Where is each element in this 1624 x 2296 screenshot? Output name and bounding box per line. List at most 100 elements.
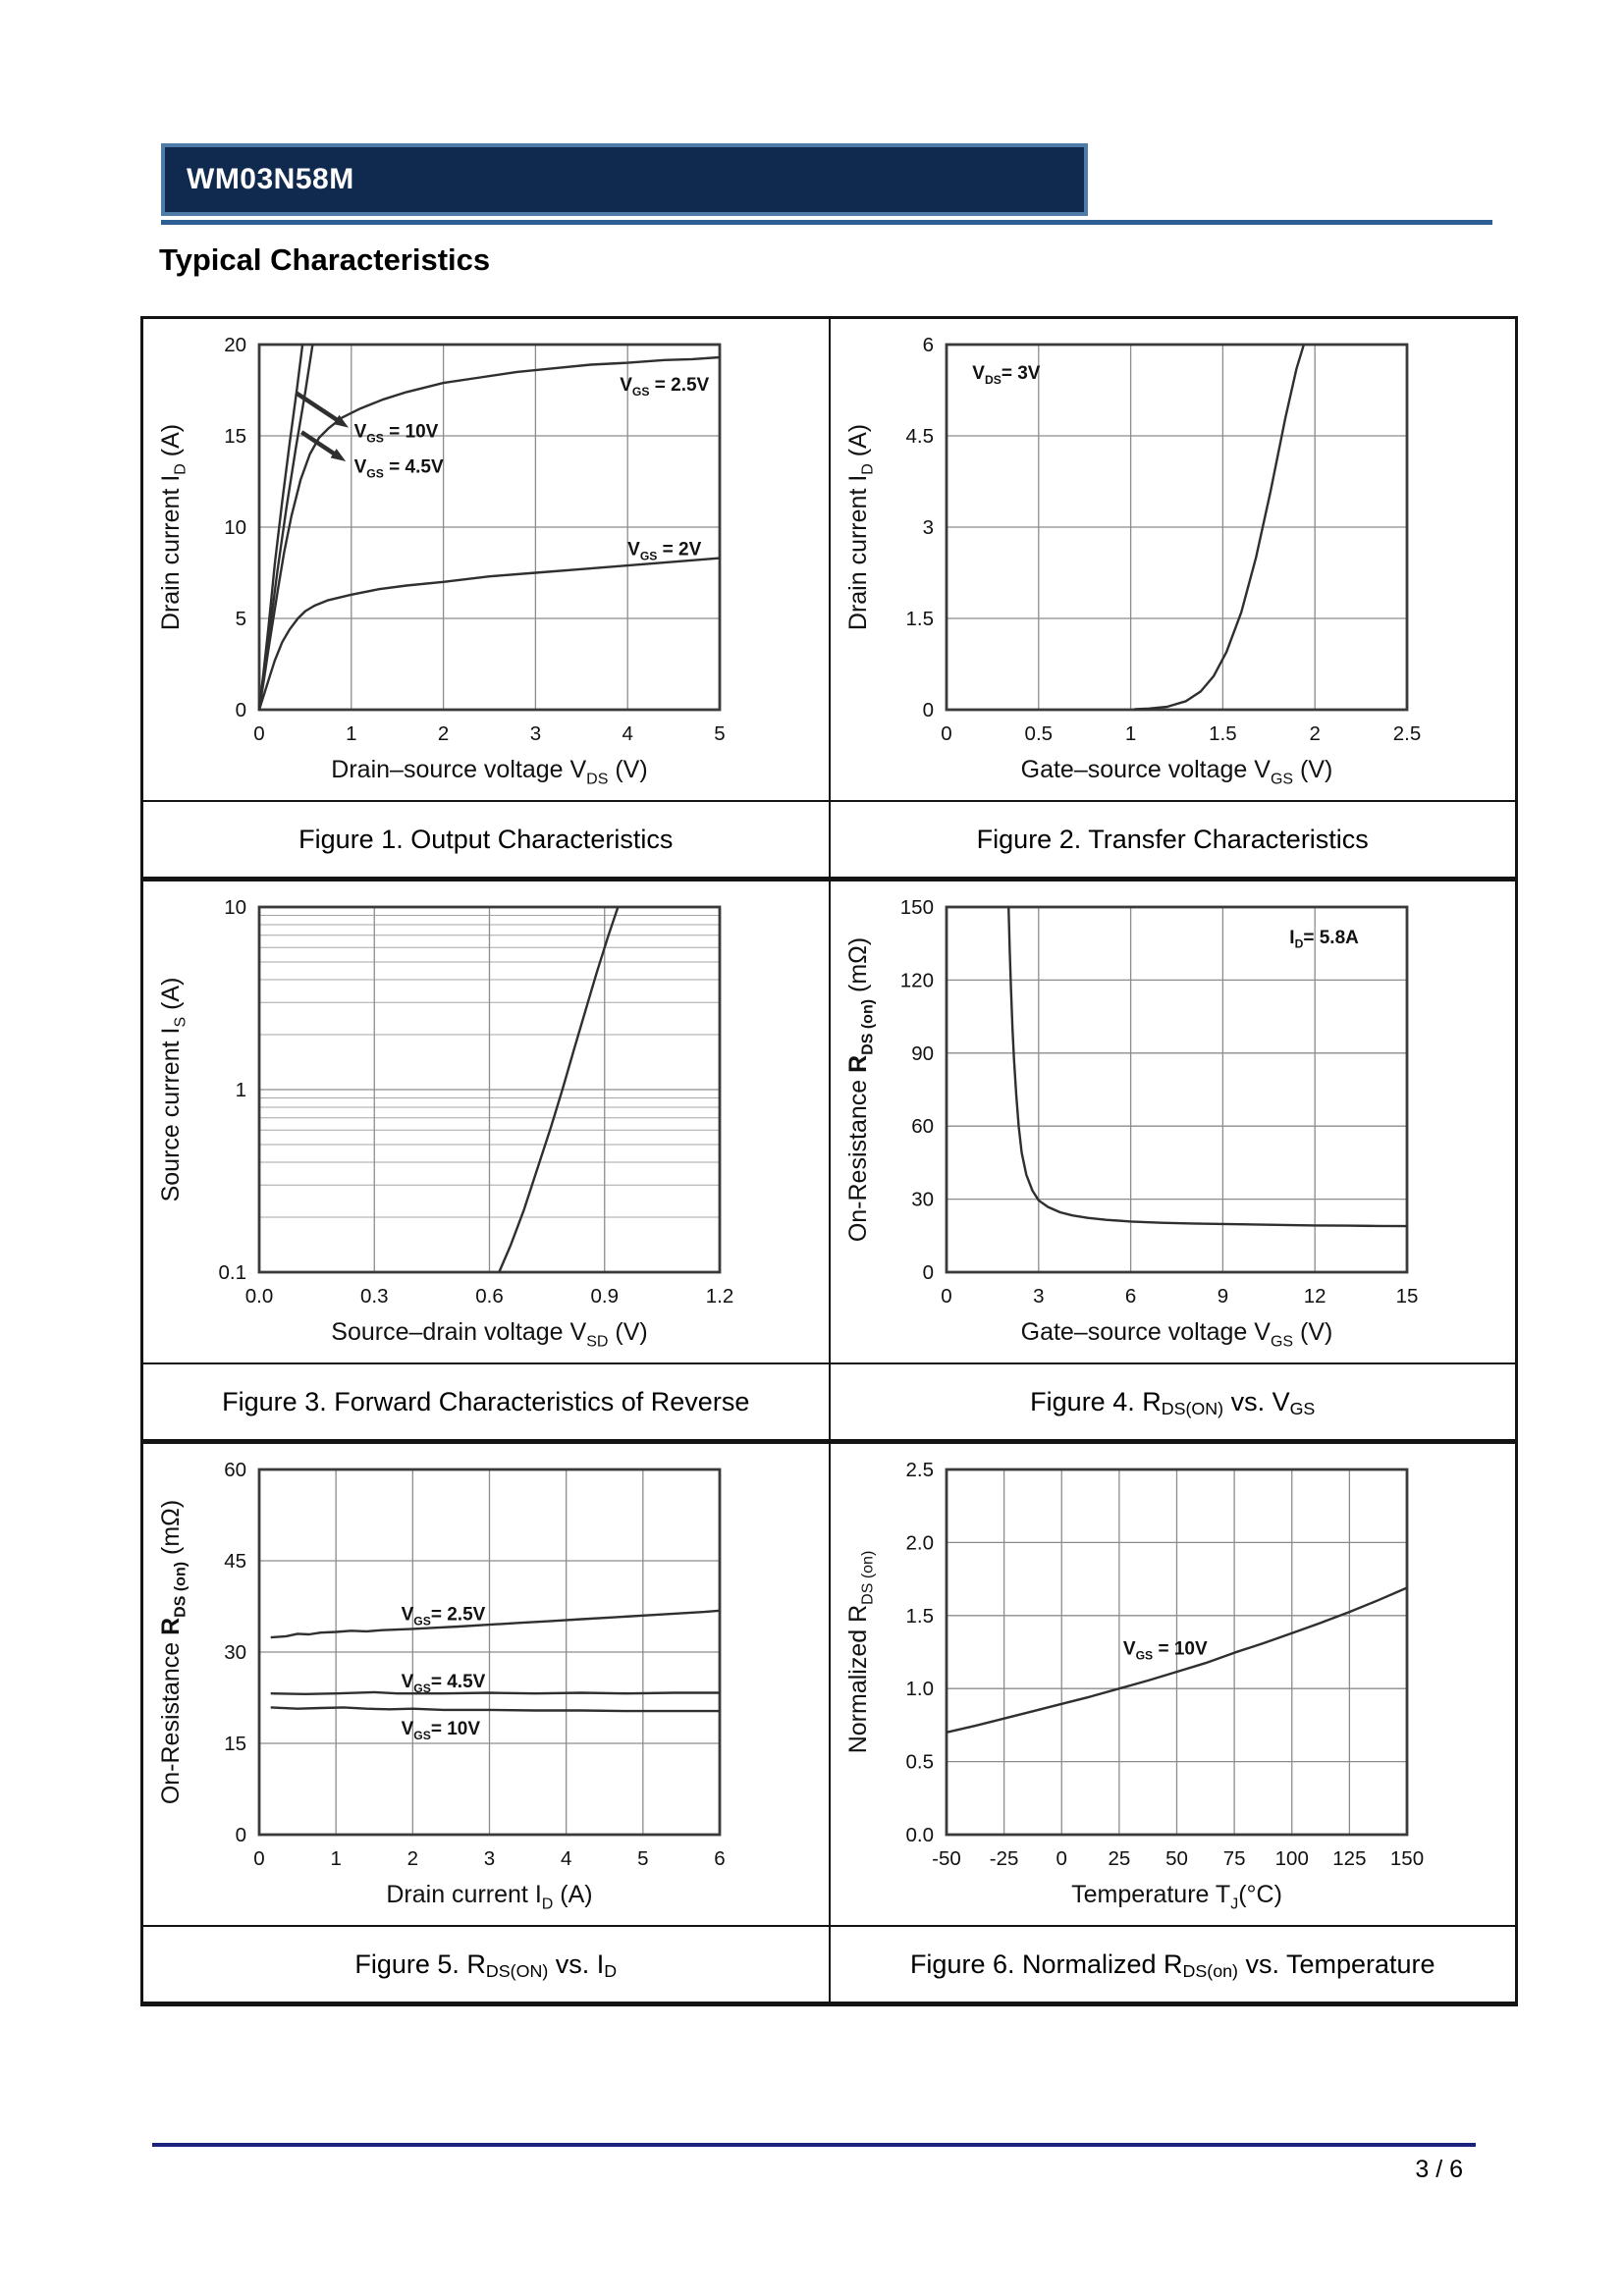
x-tick-label: 1.5 [1209, 722, 1237, 745]
y-tick-label: 5 [236, 608, 246, 630]
y-tick-label: 0.1 [219, 1261, 247, 1284]
x-tick-label: 150 [1389, 1847, 1423, 1870]
x-tick-label: 12 [1303, 1285, 1326, 1308]
figure-3-cell: 0.0 0.3 0.6 0.9 1.2 0.1 1 10 Source–drain voltag… [140, 878, 831, 1364]
y-tick-label: 60 [224, 1459, 246, 1481]
series-curve [498, 906, 620, 1273]
series-curve [1133, 344, 1305, 711]
y-tick-label: 90 [911, 1042, 934, 1065]
x-tick-label: 25 [1108, 1847, 1130, 1870]
annotation-arrow [295, 391, 343, 425]
x-axis-label: Drain current ID (A) [386, 1881, 592, 1913]
x-tick-label: 0 [1056, 1847, 1066, 1870]
y-tick-label: 1 [236, 1079, 246, 1101]
x-tick-label: 125 [1332, 1847, 1366, 1870]
x-tick-label: 0 [941, 722, 951, 745]
series-curve [270, 1706, 720, 1713]
y-tick-label: 3 [922, 516, 933, 539]
figure-5-cell: VGS= 2.5V VGS= 4.5V VGS= 10V 0 1 2 3 4 5 6 0 15 30 45… [140, 1440, 831, 1927]
figure-4-chart: ID= 5.8A0 3 6 9 12 150306090120150Gate–source… [844, 896, 1418, 1351]
y-tick-label: 30 [911, 1189, 934, 1211]
x-tick-label: 4 [622, 722, 632, 745]
y-axis-label: Drain current ID (A) [157, 424, 189, 630]
figure-4-cell: ID= 5.8A 0 3 6 9 12 15 0 30 60 90 120 150 Gate–source… [828, 878, 1518, 1364]
x-axis-label: Gate–source voltage VGS (V) [1020, 1318, 1332, 1351]
x-tick-label: 0.6 [475, 1285, 504, 1308]
curve-annotation: ID= 5.8A [1289, 928, 1359, 951]
series-curve [946, 1586, 1407, 1734]
series-curve [270, 1690, 720, 1696]
x-tick-label: 2 [407, 1847, 418, 1870]
gridlines [259, 1469, 720, 1835]
y-tick-label: 15 [224, 425, 246, 448]
y-axis-label: On-Resistance RDS (on) (mΩ) [844, 937, 877, 1242]
x-axis-label: Source–drain voltage VSD (V) [331, 1318, 647, 1351]
curve-annotation: VGS = 2.5V [620, 375, 709, 399]
y-tick-label: 2.5 [905, 1459, 934, 1481]
y-axis-label: Drain current ID (A) [844, 424, 877, 630]
annotation-arrow [299, 430, 340, 458]
curve-annotation: VGS = 2V [627, 539, 701, 562]
figure-grid: VGS = 2.5V VGS = 10V VGS = 4.5V VGS = 2V 0 1 2… [140, 316, 1518, 2006]
y-tick-label: 2.0 [905, 1531, 934, 1554]
y-axis-label: On-Resistance RDS (on) (mΩ) [157, 1500, 189, 1804]
gridlines [259, 907, 720, 1272]
figure-3-chart: 0.0 0.3 0.6 0.9 1.2 0.1 1 10 Source–drain voltag… [157, 896, 733, 1351]
y-axis-label: Source current IS (A) [157, 978, 189, 1202]
x-tick-label: 2 [1309, 722, 1320, 745]
y-tick-label: 1.5 [905, 1605, 934, 1628]
x-tick-label: 50 [1165, 1847, 1188, 1870]
gridlines [946, 345, 1407, 710]
curve-annotation: VDS= 3V [972, 363, 1041, 387]
curve-annotation: VGS = 4.5V [354, 457, 444, 481]
x-tick-label: 1 [330, 1847, 341, 1870]
x-tick-label: 0 [253, 722, 264, 745]
x-tick-label: 2 [438, 722, 449, 745]
figure-6-caption-text: Figure 6. Normalized RDS(on) vs. Tempera… [909, 1949, 1435, 1982]
plot-frame [257, 343, 722, 712]
series-curve [270, 1609, 721, 1639]
curve-annotation: VGS= 10V [402, 1719, 481, 1742]
figure-6-cell: VGS = 10V -50 -25 0 25 50 75 100 125 150 0.0 0.5 1.0… [828, 1440, 1518, 1927]
x-tick-label: 0 [941, 1285, 951, 1308]
plot-frame [257, 1468, 722, 1837]
figure-3-caption: Figure 3. Forward Characteristics of Rev… [140, 1362, 831, 1444]
footer-rule [152, 2143, 1476, 2147]
y-tick-label: 1.5 [905, 608, 934, 630]
figure-1-cell: VGS = 2.5V VGS = 10V VGS = 4.5V VGS = 2V 0 1 2… [140, 316, 831, 802]
curve-annotation: VGS = 10V [1122, 1639, 1207, 1663]
x-tick-label: 1 [1124, 722, 1135, 745]
y-tick-label: 10 [224, 516, 246, 539]
x-tick-label: 6 [714, 1847, 725, 1870]
x-tick-label: 15 [1395, 1285, 1418, 1308]
plot-frame [257, 905, 722, 1274]
plot-frame [945, 905, 1408, 1274]
series [257, 344, 721, 711]
x-tick-label: 5 [714, 722, 725, 745]
series [946, 1586, 1407, 1734]
plot-frame [945, 1468, 1408, 1837]
x-tick-label: 3 [1033, 1285, 1044, 1308]
x-tick-label: 5 [637, 1847, 648, 1870]
series [270, 1609, 721, 1713]
gridlines [259, 345, 720, 710]
y-tick-label: 0.0 [905, 1824, 934, 1846]
header-bar: WM03N58M [161, 143, 1088, 216]
series [498, 906, 620, 1273]
curve-annotation: VGS= 4.5V [402, 1672, 486, 1695]
y-tick-label: 20 [224, 334, 246, 356]
y-tick-label: 15 [224, 1733, 246, 1755]
figure-6-caption: Figure 6. Normalized RDS(on) vs. Tempera… [828, 1925, 1518, 2006]
page-number: 3 / 6 [1415, 2156, 1463, 2183]
x-tick-label: 9 [1217, 1285, 1227, 1308]
x-tick-label: 75 [1222, 1847, 1245, 1870]
header-rule [161, 220, 1492, 225]
gridlines [946, 907, 1407, 1272]
series-curve [257, 355, 721, 711]
x-tick-label: 0.5 [1024, 722, 1053, 745]
series-curve [1006, 906, 1407, 1228]
x-tick-label: -25 [989, 1847, 1018, 1870]
figure-2-chart: VDS= 3V 0 0.5 1 1.5 2 2.5 0 1.5 3 4.5 6 Gate–source … [844, 334, 1421, 788]
arrowhead [330, 449, 347, 462]
x-tick-label: 100 [1274, 1847, 1308, 1870]
